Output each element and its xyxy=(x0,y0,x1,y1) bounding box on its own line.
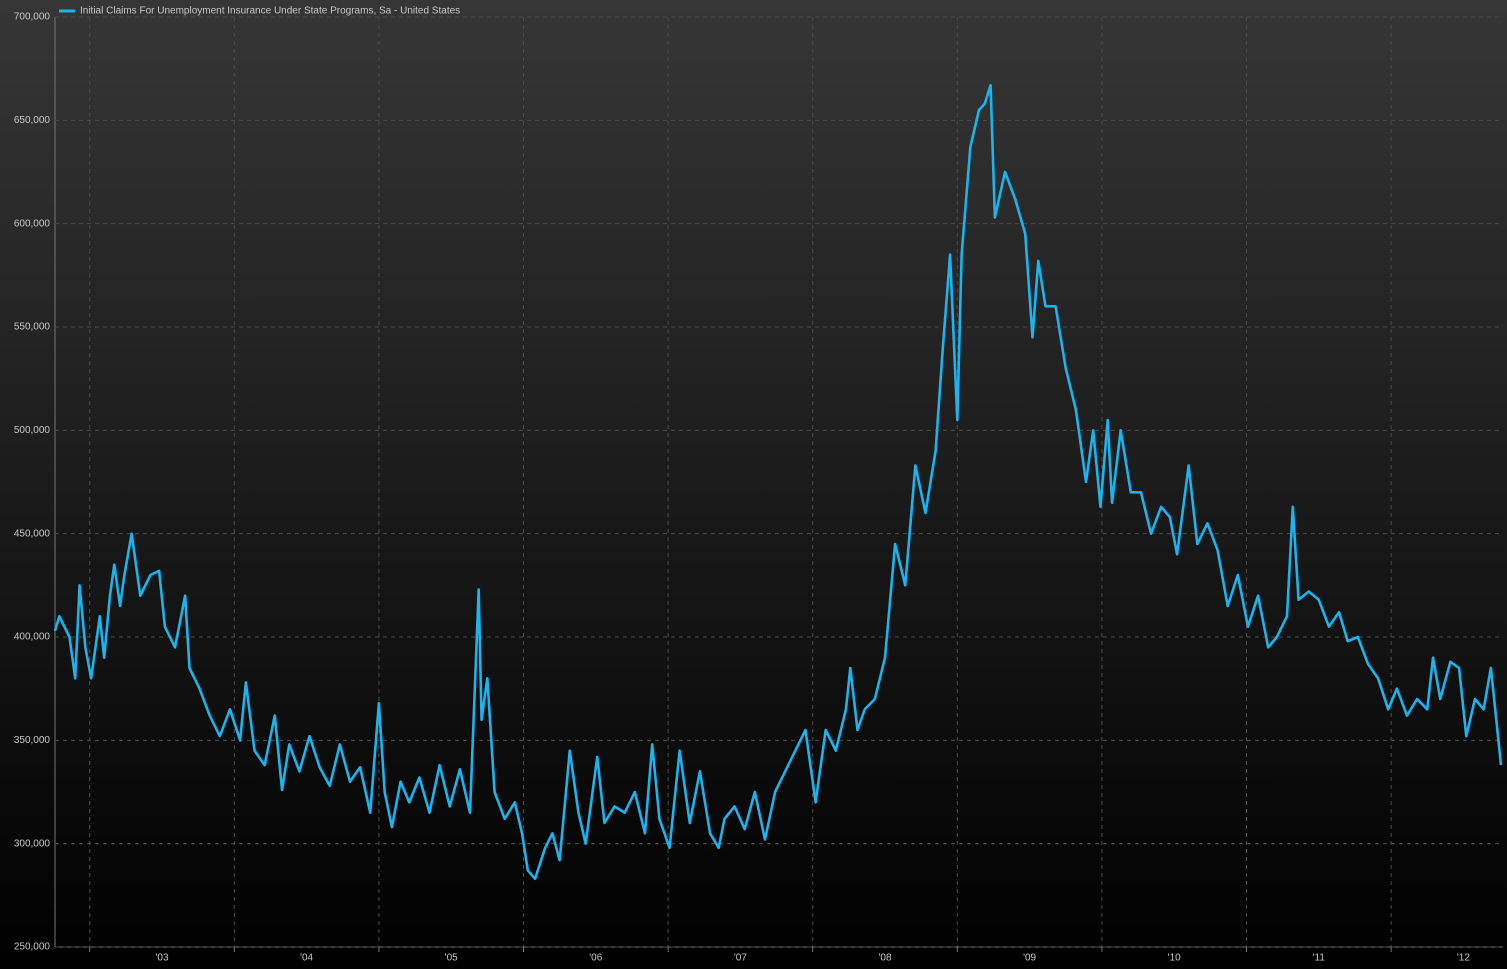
x-tick-label: '09 xyxy=(1023,953,1036,964)
y-tick-label: 500,000 xyxy=(14,425,51,436)
series-line xyxy=(53,83,1503,881)
x-tick-label: '08 xyxy=(878,953,891,964)
y-tick-label: 650,000 xyxy=(14,115,51,126)
y-tick-label: 700,000 xyxy=(14,12,51,23)
y-tick-label: 350,000 xyxy=(14,735,51,746)
y-tick-label: 550,000 xyxy=(14,322,51,333)
y-tick-label: 300,000 xyxy=(14,838,51,849)
x-tick-label: '07 xyxy=(734,953,747,964)
y-tick-label: 600,000 xyxy=(14,218,51,229)
x-tick-label: '05 xyxy=(445,953,458,964)
x-tick-label: '04 xyxy=(300,953,313,964)
y-tick-label: 450,000 xyxy=(14,528,51,539)
x-tick-label: '12 xyxy=(1457,953,1470,964)
x-tick-label: '11 xyxy=(1313,953,1326,964)
x-tick-label: '10 xyxy=(1168,953,1181,964)
y-tick-label: 400,000 xyxy=(14,632,51,643)
legend-label: Initial Claims For Unemployment Insuranc… xyxy=(80,6,460,17)
x-tick-label: '06 xyxy=(589,953,602,964)
y-tick-label: 250,000 xyxy=(14,942,51,953)
x-tick-label: '03 xyxy=(155,953,168,964)
